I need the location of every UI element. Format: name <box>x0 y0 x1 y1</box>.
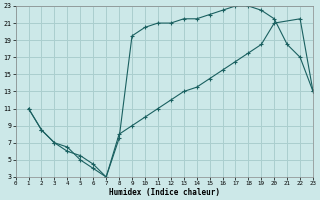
X-axis label: Humidex (Indice chaleur): Humidex (Indice chaleur) <box>109 188 220 197</box>
